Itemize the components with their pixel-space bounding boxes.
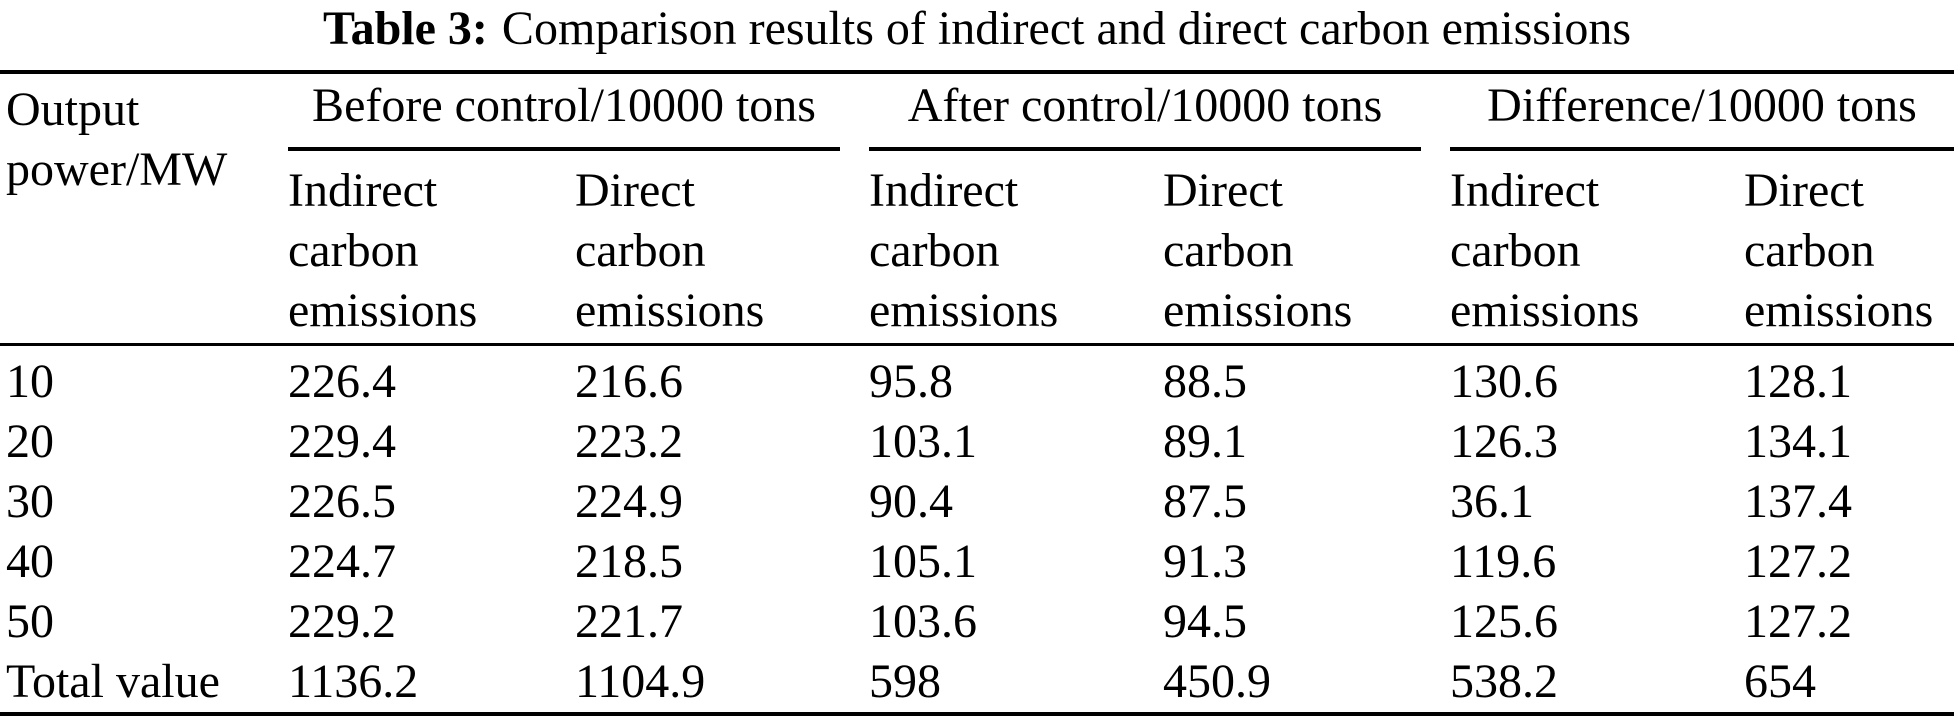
sub-header-line: Direct: [1163, 164, 1283, 217]
cell: 95.8: [869, 355, 953, 408]
cell: 88.5: [1163, 355, 1247, 408]
cell: 229.2: [288, 595, 396, 648]
cell: 223.2: [575, 415, 683, 468]
sub-header-line: Indirect: [869, 164, 1019, 217]
cell: 229.4: [288, 415, 396, 468]
cell: 218.5: [575, 535, 683, 588]
cell: 127.2: [1744, 595, 1852, 648]
sub-header-line: emissions: [575, 284, 765, 337]
sub-header-after-direct: Direct carbon emissions: [1163, 151, 1450, 346]
sub-header-line: carbon: [288, 224, 419, 277]
cell: 119.6: [1450, 535, 1557, 588]
cell: 216.6: [575, 355, 683, 408]
cell: 226.5: [288, 475, 396, 528]
sub-header-line: emissions: [1744, 284, 1934, 337]
sub-header-line: emissions: [869, 284, 1059, 337]
column-header-output-power-line2: power/MW: [6, 143, 228, 196]
sub-header-line: carbon: [869, 224, 1000, 277]
cell: 36.1: [1450, 475, 1534, 528]
cell: 224.7: [288, 535, 396, 588]
sub-header-line: carbon: [1163, 224, 1294, 277]
cell: 130.6: [1450, 355, 1558, 408]
row-label: 40: [6, 535, 54, 588]
sub-header-line: emissions: [1450, 284, 1640, 337]
table-row: 10 226.4 216.6 95.8 88.5 130.6 128.1: [0, 345, 1954, 413]
group-header-difference-label: Difference/10000 tons: [1450, 74, 1954, 151]
cell: 134.1: [1744, 415, 1852, 468]
sub-header-line: carbon: [575, 224, 706, 277]
cell: 654: [1744, 655, 1816, 708]
cell: 89.1: [1163, 415, 1247, 468]
cell: 94.5: [1163, 595, 1247, 648]
cell: 87.5: [1163, 475, 1247, 528]
group-header-before-control-label: Before control/10000 tons: [288, 74, 840, 151]
cell: 91.3: [1163, 535, 1247, 588]
sub-header-before-direct: Direct carbon emissions: [575, 151, 869, 346]
sub-header-line: carbon: [1450, 224, 1581, 277]
row-label: Total value: [6, 655, 220, 708]
table-caption-label: Table 3:: [322, 2, 488, 55]
sub-header-before-indirect: Indirect carbon emissions: [288, 151, 575, 346]
sub-header-line: Indirect: [288, 164, 438, 217]
table-caption-text: Comparison results of indirect and direc…: [501, 2, 1631, 55]
sub-header-line: Direct: [575, 164, 695, 217]
cell: 125.6: [1450, 595, 1558, 648]
row-label: 50: [6, 595, 54, 648]
table-caption: Table 3: Comparison results of indirect a…: [0, 0, 1954, 70]
table-row-total: Total value 1136.2 1104.9 598 450.9 538.…: [0, 652, 1954, 714]
group-header-difference: Difference/10000 tons: [1450, 72, 1954, 151]
table-row: 50 229.2 221.7 103.6 94.5 125.6 127.2: [0, 592, 1954, 652]
cell: 137.4: [1744, 475, 1852, 528]
sub-header-line: Indirect: [1450, 164, 1600, 217]
table-row: 30 226.5 224.9 90.4 87.5 36.1 137.4: [0, 472, 1954, 532]
table-row: 40 224.7 218.5 105.1 91.3 119.6 127.2: [0, 532, 1954, 592]
sub-header-difference-indirect: Indirect carbon emissions: [1450, 151, 1744, 346]
row-label: 10: [6, 355, 54, 408]
cell: 128.1: [1744, 355, 1852, 408]
group-header-row: Output power/MW Before control/10000 ton…: [0, 72, 1954, 346]
row-label: 30: [6, 475, 54, 528]
column-header-output-power-line1: Output: [6, 83, 140, 136]
sub-header-difference-direct: Direct carbon emissions: [1744, 151, 1954, 346]
cell: 1136.2: [288, 655, 419, 708]
cell: 103.6: [869, 595, 977, 648]
cell: 126.3: [1450, 415, 1558, 468]
sub-header-line: carbon: [1744, 224, 1875, 277]
sub-header-after-indirect: Indirect carbon emissions: [869, 151, 1163, 346]
cell: 538.2: [1450, 655, 1558, 708]
group-header-before-control: Before control/10000 tons: [288, 72, 869, 151]
cell: 1104.9: [575, 655, 706, 708]
sub-header-line: Direct: [1744, 164, 1864, 217]
cell: 224.9: [575, 475, 683, 528]
column-header-output-power: Output power/MW: [0, 72, 288, 346]
group-header-after-control: After control/10000 tons: [869, 72, 1450, 151]
cell: 103.1: [869, 415, 977, 468]
group-header-after-control-label: After control/10000 tons: [869, 74, 1421, 151]
cell: 90.4: [869, 475, 953, 528]
table-row: 20 229.4 223.2 103.1 89.1 126.3 134.1: [0, 412, 1954, 472]
sub-header-line: emissions: [288, 284, 478, 337]
sub-header-line: emissions: [1163, 284, 1353, 337]
emissions-table: Output power/MW Before control/10000 ton…: [0, 70, 1954, 716]
cell: 105.1: [869, 535, 977, 588]
row-label: 20: [6, 415, 54, 468]
cell: 226.4: [288, 355, 396, 408]
sub-header-row: Indirect carbon emissions Direct carbon …: [0, 151, 1954, 346]
cell: 598: [869, 655, 941, 708]
cell: 221.7: [575, 595, 683, 648]
cell: 127.2: [1744, 535, 1852, 588]
cell: 450.9: [1163, 655, 1271, 708]
